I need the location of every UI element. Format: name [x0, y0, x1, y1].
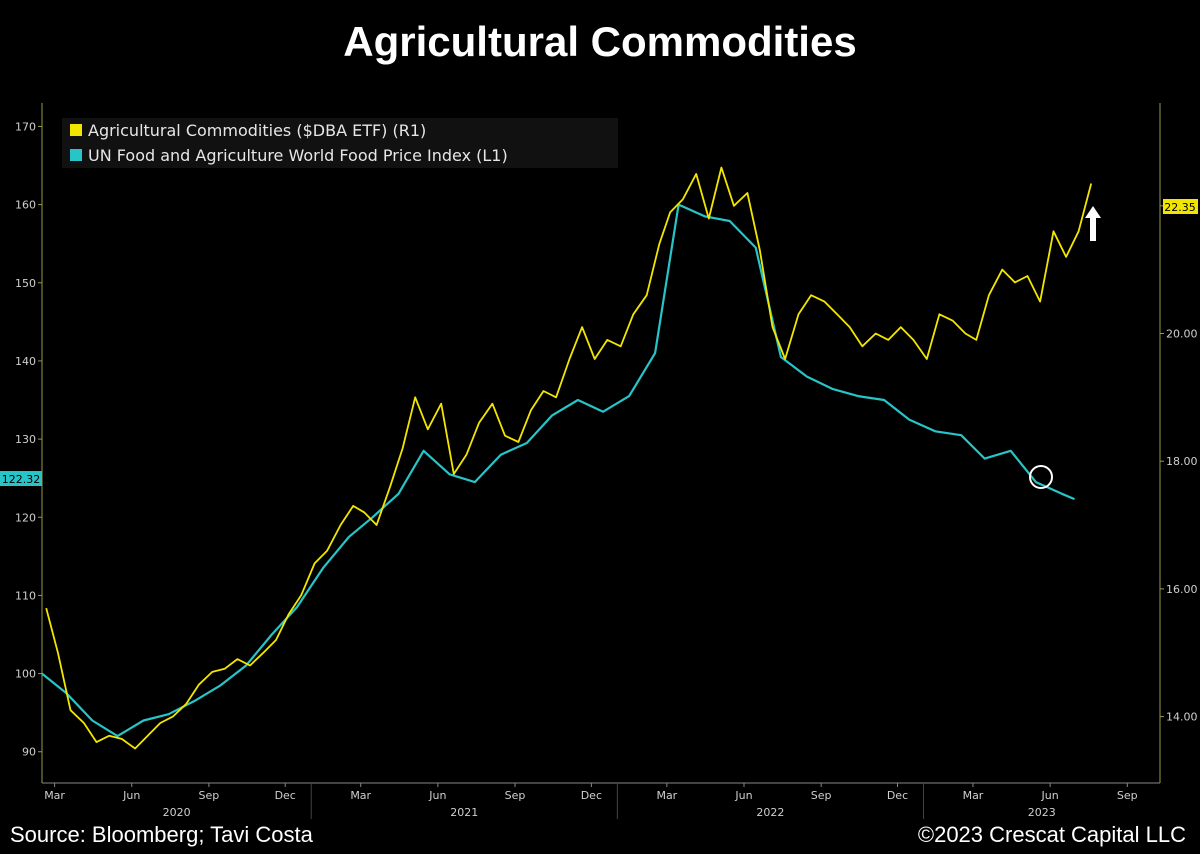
up-arrow-icon	[1085, 206, 1101, 241]
x-tick-label: Sep	[505, 789, 526, 802]
x-tick-label: Dec	[581, 789, 602, 802]
last-value-tag-dba	[1163, 199, 1198, 214]
legend: Agricultural Commodities ($DBA ETF) (R1)…	[70, 121, 508, 165]
left-tick-label: 120	[15, 511, 36, 524]
left-tick-label: 140	[15, 355, 36, 368]
series-line-dba	[45, 166, 1093, 750]
x-tick-label: Mar	[963, 789, 984, 802]
legend-label-fao: UN Food and Agriculture World Food Price…	[88, 146, 508, 165]
left-tick-label: 130	[15, 433, 36, 446]
right-tick-label: 16.00	[1166, 583, 1198, 596]
legend-swatch-fao	[70, 149, 82, 161]
x-tick-label: Sep	[811, 789, 832, 802]
right-tick-label: 20.00	[1166, 327, 1198, 340]
series-line-fao	[41, 203, 1075, 738]
right-tick-label: 18.00	[1166, 455, 1198, 468]
left-tick-label: 150	[15, 277, 36, 290]
left-tick-label: 160	[15, 199, 36, 212]
source-note: Source: Bloomberg; Tavi Costa	[10, 822, 313, 847]
x-tick-label: Jun	[428, 789, 446, 802]
last-value-tag-fao	[0, 471, 42, 486]
year-label: 2021	[450, 806, 478, 819]
x-tick-label: Sep	[1117, 789, 1138, 802]
last-value-label-fao: 122.32	[2, 473, 41, 486]
copyright-note: ©2023 Crescat Capital LLC	[917, 822, 1186, 847]
plot-area	[42, 103, 1160, 783]
left-tick-label: 90	[22, 746, 36, 759]
left-tick-label: 100	[15, 668, 36, 681]
x-tick-label: Jun	[734, 789, 752, 802]
highlight-circle-annotation	[1029, 465, 1053, 489]
year-label: 2022	[756, 806, 784, 819]
legend-swatch-dba	[70, 124, 82, 136]
x-tick-label: Jun	[122, 789, 140, 802]
x-tick-label: Mar	[44, 789, 65, 802]
x-tick-label: Sep	[199, 789, 220, 802]
year-label: 2023	[1028, 806, 1056, 819]
legend-label-dba: Agricultural Commodities ($DBA ETF) (R1)	[88, 121, 426, 140]
x-tick-label: Jun	[1041, 789, 1059, 802]
year-label: 2020	[163, 806, 191, 819]
x-tick-label: Mar	[350, 789, 371, 802]
x-tick-label: Dec	[887, 789, 908, 802]
x-tick-label: Dec	[275, 789, 296, 802]
left-tick-label: 110	[15, 589, 36, 602]
last-value-label-dba: 22.35	[1164, 201, 1196, 214]
chart-title: Agricultural Commodities	[343, 18, 857, 65]
right-tick-label: 14.00	[1166, 711, 1198, 724]
series-layer	[41, 166, 1093, 750]
x-tick-label: Mar	[656, 789, 677, 802]
legend-box	[62, 118, 618, 168]
left-tick-label: 170	[15, 120, 36, 133]
